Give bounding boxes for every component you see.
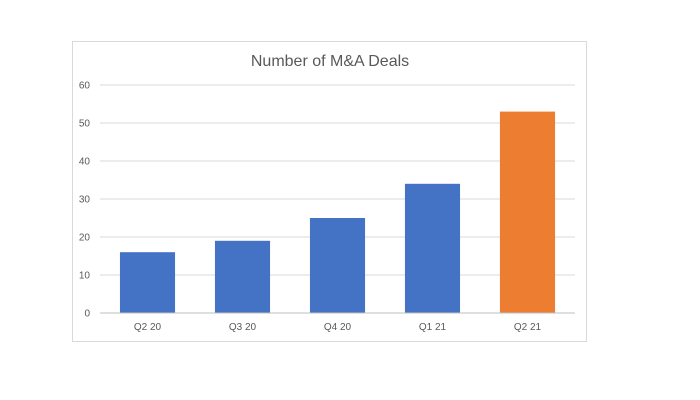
bar-q2-21 — [499, 111, 556, 313]
y-axis-ticks: 0 10 20 30 40 50 60 — [79, 81, 91, 320]
y-tick-label: 20 — [79, 233, 91, 244]
bar-q3-20 — [214, 240, 271, 313]
bar-q2-20 — [119, 252, 176, 313]
x-tick-label: Q2 20 — [134, 322, 162, 333]
x-tick-label: Q1 21 — [419, 322, 447, 333]
chart-title: Number of M&A Deals — [251, 53, 409, 70]
y-tick-label: 60 — [79, 81, 91, 92]
x-tick-label: Q2 21 — [514, 322, 542, 333]
y-tick-label: 40 — [79, 157, 91, 168]
y-tick-label: 30 — [79, 195, 91, 206]
x-tick-label: Q3 20 — [229, 322, 257, 333]
x-tick-label: Q4 20 — [324, 322, 352, 333]
x-axis-ticks: Q2 20 Q3 20 Q4 20 Q1 21 Q2 21 — [134, 322, 542, 333]
bars — [119, 111, 556, 313]
y-tick-label: 10 — [79, 271, 91, 282]
y-tick-label: 50 — [79, 119, 91, 130]
y-tick-label: 0 — [84, 309, 90, 320]
bar-q4-20 — [309, 218, 366, 313]
bar-q1-21 — [404, 183, 461, 313]
gridlines — [100, 84, 575, 276]
